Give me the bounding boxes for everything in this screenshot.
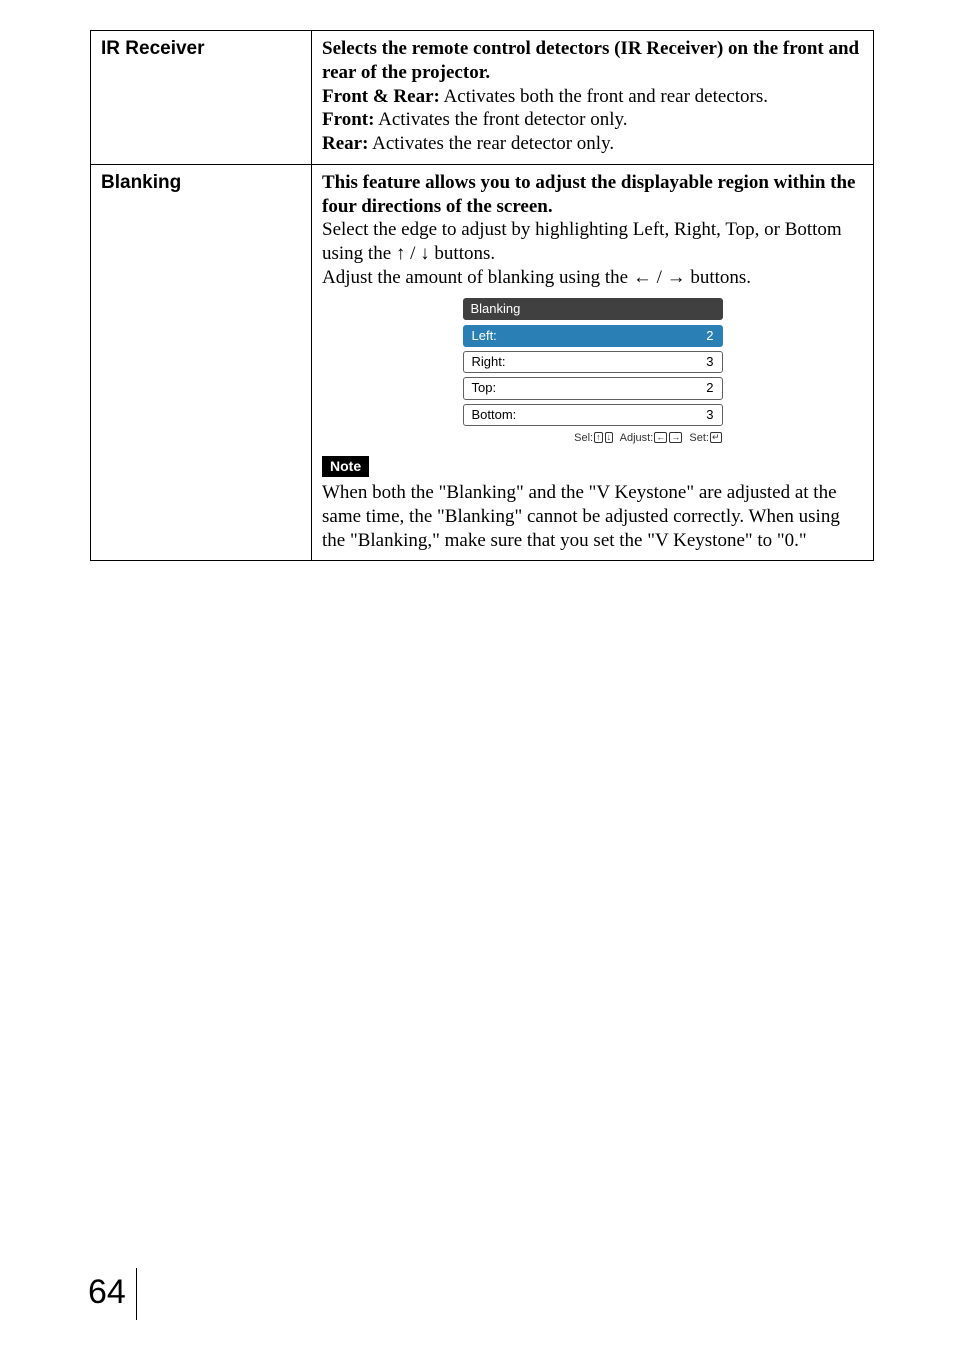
ir-intro: Selects the remote control detectors (IR… [322,38,859,83]
hint-set: Set: [689,432,709,444]
bl-intro: This feature allows you to adjust the di… [322,172,855,217]
hint-adj: Adjust: [620,432,654,444]
panel-row-label: Bottom: [472,407,517,423]
hint-sel: Sel: [574,432,593,444]
panel-row-right: Right: 3 [463,351,723,373]
key-down-icon: ↓ [605,432,614,443]
blanking-desc: This feature allows you to adjust the di… [312,164,874,561]
panel-row-value: 3 [706,354,713,370]
ir-receiver-label: IR Receiver [91,31,312,165]
ir-front-t: Activates the front detector only. [374,109,627,130]
blanking-row: Blanking This feature allows you to adju… [91,164,874,561]
arrow-left-icon: ← [633,267,652,288]
panel-row-label: Left: [472,328,497,344]
note-text: When both the "Blanking" and the "V Keys… [322,482,840,551]
ir-frontrear-t: Activates both the front and rear detect… [440,86,768,107]
arrow-down-icon: ↓ [420,243,430,264]
bl-p2a: Adjust the amount of blanking using the [322,267,633,288]
arrow-up-icon: ↑ [396,243,406,264]
key-left-icon: ← [654,432,667,443]
page-number: 64 [88,1273,126,1312]
key-right-icon: → [669,432,682,443]
page-number-divider [136,1268,137,1320]
panel-row-value: 3 [706,407,713,423]
panel-title: Blanking [463,298,723,320]
ir-rear-t: Activates the rear detector only. [368,133,614,154]
bl-p2b: buttons. [686,267,751,288]
ir-receiver-row: IR Receiver Selects the remote control d… [91,31,874,165]
ir-rear-b: Rear: [322,133,368,154]
arrow-right-icon: → [667,267,686,288]
blanking-osd-panel: Blanking Left: 2 Right: 3 Top: 2 Bottom: 3 Sel:… [463,298,723,446]
bl-p1b: buttons. [430,243,495,264]
panel-row-value: 2 [706,328,713,344]
panel-row-value: 2 [706,380,713,396]
blanking-label: Blanking [91,164,312,561]
settings-table: IR Receiver Selects the remote control d… [90,30,874,561]
ir-front-b: Front: [322,109,374,130]
ir-receiver-desc: Selects the remote control detectors (IR… [312,31,874,165]
key-up-icon: ↑ [594,432,603,443]
panel-row-top: Top: 2 [463,377,723,399]
panel-row-label: Top: [472,380,497,396]
panel-row-label: Right: [472,354,506,370]
note-badge: Note [322,456,369,478]
panel-row-left: Left: 2 [463,325,723,347]
panel-hints: Sel:↑↓ Adjust:←→ Set:↵ [463,430,723,446]
key-enter-icon: ↵ [710,432,722,443]
panel-row-bottom: Bottom: 3 [463,404,723,426]
ir-frontrear-b: Front & Rear: [322,86,440,107]
